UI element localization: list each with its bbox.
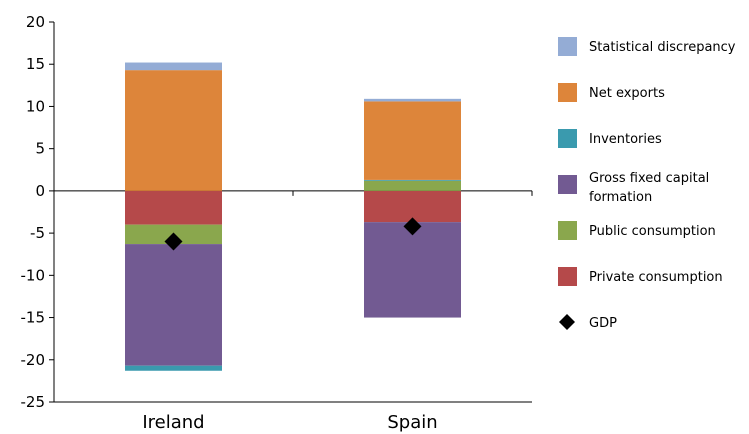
legend-item-inventories: Inventories: [558, 129, 662, 148]
legend-swatch-net-exports: [558, 83, 577, 102]
legend-label: Public consumption: [589, 224, 716, 239]
bar-ireland-statistical-discrepancy: [125, 62, 222, 71]
legend-item-public-consumption: Public consumption: [558, 221, 716, 240]
bar-spain-gross-fixed-capital-formation: [364, 222, 461, 318]
axis-labels: 20 15 10 5 0 -5 -10 -15 -20 -25 Ireland Spain: [21, 13, 438, 433]
y-tick-label: 5: [35, 140, 45, 158]
bar-spain-public-consumption: [364, 180, 461, 191]
y-tick-label: -5: [30, 224, 45, 242]
y-tick-label: 0: [35, 182, 45, 200]
legend-marker-gdp: [559, 314, 575, 330]
legend-swatch-gross-fixed-capital-formation: [558, 175, 577, 194]
bar-spain-net-exports: [364, 101, 461, 180]
y-tick-label: 15: [26, 55, 45, 73]
legend-swatch-private-consumption: [558, 267, 577, 286]
bar-spain-statistical-discrepancy: [364, 98, 461, 102]
legend-item-gross-fixed-capital-formation: Gross fixed capital formation: [558, 171, 709, 205]
legend-swatch-inventories: [558, 129, 577, 148]
legend-label-line: formation: [589, 190, 652, 205]
bar-ireland-inventories: [125, 365, 222, 371]
gdp-markers: [164, 217, 422, 251]
y-tick-label: 10: [26, 97, 45, 115]
bar-segments: [125, 62, 461, 371]
legend-item-statistical-discrepancy: Statistical discrepancy: [558, 37, 736, 56]
legend-label: Net exports: [589, 86, 665, 101]
legend-item-private-consumption: Private consumption: [558, 267, 723, 286]
legend-label: Gross fixed capital formation: [589, 171, 709, 205]
legend: Statistical discrepancy Net exports Invent…: [558, 37, 736, 331]
legend-swatch-public-consumption: [558, 221, 577, 240]
legend-item-net-exports: Net exports: [558, 83, 665, 102]
legend-label: GDP: [589, 316, 617, 331]
y-tick-label: 20: [26, 13, 45, 31]
y-tick-label: -20: [21, 351, 46, 369]
legend-label-line: Gross fixed capital: [589, 171, 709, 186]
gdp-marker-ireland: [164, 232, 183, 251]
y-tick-label: -10: [21, 266, 46, 284]
legend-label: Statistical discrepancy: [589, 40, 736, 55]
x-category-label: Ireland: [142, 412, 204, 433]
y-tick-label: -15: [21, 309, 46, 327]
bar-ireland-private-consumption: [125, 190, 222, 225]
bar-ireland-gross-fixed-capital-formation: [125, 244, 222, 366]
legend-swatch-statistical-discrepancy: [558, 37, 577, 56]
legend-label: Private consumption: [589, 270, 723, 285]
x-category-label: Spain: [387, 412, 437, 433]
y-tick-label: -25: [21, 393, 46, 411]
bar-spain-private-consumption: [364, 190, 461, 223]
legend-label: Inventories: [589, 132, 662, 147]
bar-ireland-net-exports: [125, 70, 222, 191]
legend-item-gdp: GDP: [559, 314, 617, 331]
gdp-marker-spain: [403, 217, 422, 236]
bar-spain-inventories: [364, 179, 461, 181]
